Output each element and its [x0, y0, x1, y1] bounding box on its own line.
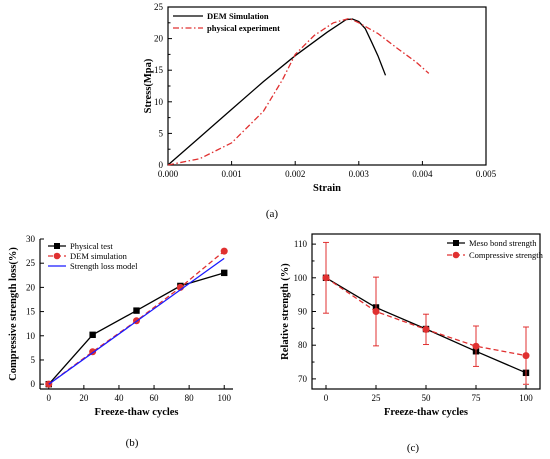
y-tick-label: 10 — [26, 331, 36, 341]
series-line-3 — [48, 257, 225, 385]
x-tick-label: 0.000 — [158, 169, 179, 179]
legend-label: Strength loss model — [70, 261, 138, 271]
y-axis-label: Stress(Mpa) — [143, 58, 154, 113]
y-tick-label: 5 — [31, 355, 36, 365]
y-tick-label: 25 — [154, 2, 164, 12]
legend-marker-circle — [452, 251, 460, 259]
data-point-square — [133, 307, 140, 314]
y-tick-label: 0 — [31, 379, 36, 389]
x-tick-label: 0.003 — [349, 169, 370, 179]
y-tick-label: 20 — [154, 34, 164, 44]
data-point-circle — [522, 352, 530, 360]
data-point-circle — [220, 247, 228, 255]
x-tick-label: 80 — [185, 393, 195, 403]
legend-label: physical experiment — [207, 23, 280, 33]
y-tick-label: 20 — [26, 282, 36, 292]
x-tick-label: 0.005 — [476, 169, 497, 179]
data-point-square — [221, 269, 228, 277]
x-tick-label: 0.002 — [285, 169, 305, 179]
x-axis-label: Freeze-thaw cycles — [384, 407, 468, 418]
series-line-1 — [167, 18, 387, 166]
panel-a-chart: 0.000 0.001 0.002 0.003 0.004 0.005 0 5 10 15 20 25… — [143, 2, 497, 194]
y-axis-label: Relative strength (%) — [280, 263, 291, 360]
y-tick-label: 0 — [159, 160, 164, 170]
x-tick-label: 50 — [422, 393, 432, 403]
x-tick-label: 20 — [79, 393, 89, 403]
x-tick-label: 100 — [217, 393, 231, 403]
x-axis-label: Strain — [313, 183, 341, 194]
y-tick-label: 110 — [294, 239, 308, 249]
y-tick-label: 70 — [298, 374, 308, 384]
legend-marker-square — [54, 243, 60, 249]
panel-b-chart: 0 20 40 60 80 100 0 5 10 15 20 25 30 Freeze-thaw cycl… — [8, 234, 233, 418]
y-tick-label: 5 — [159, 128, 164, 138]
x-tick-label: 75 — [472, 393, 482, 403]
series-line-2 — [167, 17, 430, 166]
legend-label: DEM Simulation — [207, 11, 269, 21]
y-tick-label: 25 — [26, 258, 36, 268]
y-tick-label: 10 — [154, 97, 164, 107]
x-tick-label: 25 — [372, 393, 382, 403]
x-axis-label: Freeze-thaw cycles — [94, 407, 178, 418]
caption-c: (c) — [407, 442, 420, 454]
legend-marker-square — [453, 240, 459, 246]
data-point-circle — [472, 342, 480, 350]
y-tick-label: 80 — [298, 340, 308, 350]
data-point-circle — [372, 308, 380, 315]
caption-a: (a) — [266, 208, 279, 220]
caption-b: (b) — [126, 437, 139, 449]
data-point-square — [89, 331, 96, 339]
x-tick-label: 100 — [519, 393, 533, 403]
x-tick-label: 0.001 — [221, 169, 241, 179]
legend-label: Physical test — [70, 241, 113, 251]
legend-marker-circle — [53, 252, 61, 260]
x-tick-label: 60 — [150, 393, 160, 403]
legend-label: Meso bond strength — [469, 238, 537, 248]
y-tick-label: 30 — [26, 234, 36, 244]
y-tick-label: 90 — [298, 307, 308, 317]
legend-label: Compressive strength — [469, 250, 544, 260]
y-axis-label: Compressive strength loss(%) — [8, 247, 19, 381]
series-line-1 — [48, 272, 225, 385]
y-tick-label: 15 — [26, 307, 36, 317]
x-tick-label: 0 — [324, 393, 329, 403]
y-tick-label: 15 — [154, 65, 164, 75]
data-point-circle — [422, 325, 430, 333]
y-tick-label: 100 — [294, 273, 308, 283]
x-tick-label: 40 — [114, 393, 124, 403]
x-tick-label: 0.004 — [412, 169, 433, 179]
x-tick-label: 0 — [47, 393, 52, 403]
legend-label: DEM simulation — [70, 251, 128, 261]
panel-c-chart: 0 25 50 75 100 70 80 90 100 110 Freeze-thaw cycles… — [280, 233, 544, 418]
data-point-circle — [322, 274, 330, 282]
